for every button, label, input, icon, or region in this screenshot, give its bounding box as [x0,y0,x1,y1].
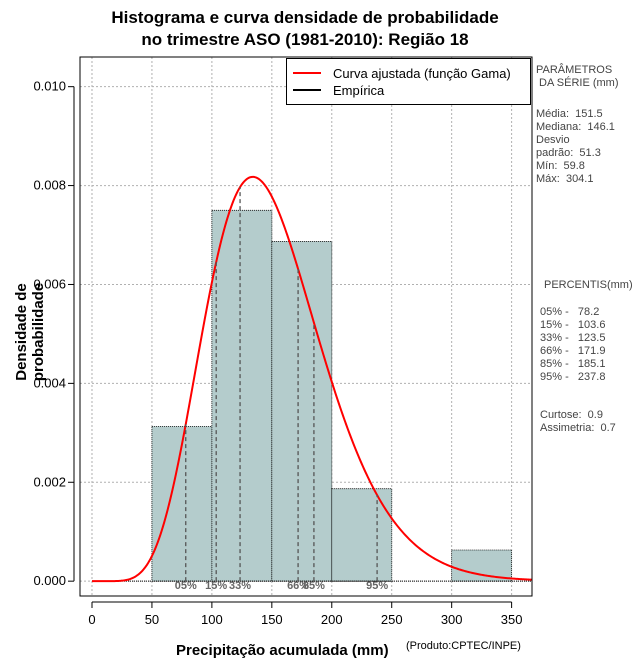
histogram-bar [271,241,333,582]
y-tick-label: 0.010 [33,79,66,94]
histogram-bar [331,488,393,582]
x-tick-label: 300 [441,612,463,627]
percentile-label: 33% [229,580,251,592]
legend-label-fitted: Curva ajustada (função Gama) [333,65,511,81]
plot-frame [79,56,533,597]
percentile-label: 15% [205,580,227,592]
params-title: PARÂMETROS DA SÉRIE (mm) [536,64,619,89]
y-tick-label: 0.004 [33,375,66,390]
x-tick-label: 0 [88,612,95,627]
legend-swatch-empirical [293,89,321,91]
chart-title-line-1: Histograma e curva densidade de probabil… [111,8,499,27]
x-tick-label: 50 [145,612,159,627]
percentile-label: 85% [303,580,325,592]
x-tick-label: 350 [501,612,523,627]
x-axis-label: Precipitação acumulada (mm) [176,642,389,659]
percentis-title: PERCENTIS(mm) [544,279,633,291]
shape-stats: Curtose: 0.9 Assimetria: 0.7 [540,409,616,434]
histogram-bar [151,425,213,582]
legend-swatch-fitted [293,72,321,74]
gamma-fit-curve [91,175,533,583]
y-tick-label: 0.008 [33,178,66,193]
y-tick-label: 0.002 [33,474,66,489]
legend-label-empirical: Empírica [333,82,385,98]
percentis-values: 05% - 78.2 15% - 103.6 33% - 123.5 66% -… [540,306,606,383]
histogram-bar [211,209,273,582]
y-tick-label: 0.006 [33,276,66,291]
percentile-label: 66% [287,580,309,592]
y-axis-label: Densidade de probabilidade [13,282,47,382]
series-params: Média: 151.5 Mediana: 146.1 Desvio padrã… [536,108,615,185]
product-credit: (Produto:CPTEC/INPE) [406,640,521,652]
histogram-bar [451,549,513,582]
y-tick-label: 0.000 [33,573,66,588]
legend-item-empirical: Empírica [293,81,384,99]
chart-title-line-2: no trimestre ASO (1981-2010): Região 18 [141,30,469,49]
legend-item-fitted-curve: Curva ajustada (função Gama) [293,64,511,82]
percentile-label: 05% [175,580,197,592]
x-tick-label: 200 [321,612,343,627]
x-tick-label: 250 [381,612,403,627]
chart-legend: Curva ajustada (função Gama) Empírica [286,58,531,105]
percentile-label: 95% [366,580,388,592]
x-tick-label: 150 [261,612,283,627]
x-tick-label: 100 [201,612,223,627]
